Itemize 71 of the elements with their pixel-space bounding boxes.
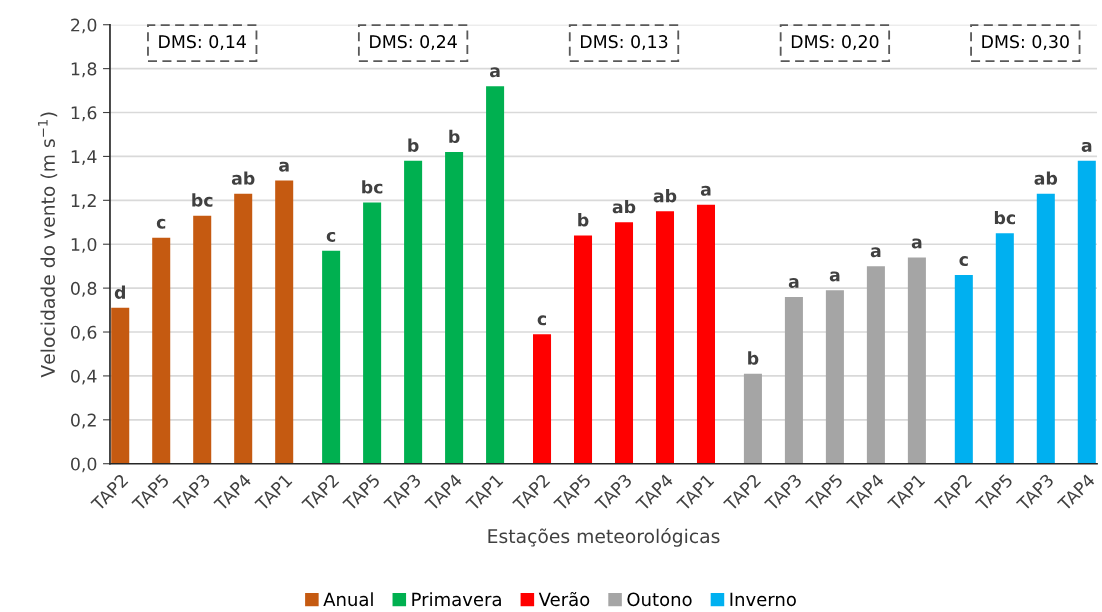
data-label: ab (1034, 171, 1058, 185)
y-axis-title: Velocidade do vento (m s$^{−1}$) (37, 112, 58, 378)
annotation: DMS: 0,20 (791, 35, 879, 50)
y-tick-label: 0,8 (71, 281, 97, 297)
x-axis-title: Estações meteorológicas (488, 527, 720, 547)
y-tick-label: 2,0 (71, 18, 97, 34)
annotation: DMS: 0,14 (159, 35, 246, 50)
data-label: a (911, 238, 922, 249)
legend-label: Anual (323, 592, 373, 607)
data-label: ab (612, 199, 636, 214)
data-label: b (578, 213, 589, 227)
data-label: b (408, 138, 419, 152)
bar (825, 290, 844, 464)
bar (486, 86, 505, 464)
bar (193, 215, 212, 464)
data-label: a (870, 247, 881, 258)
data-label: b (748, 351, 759, 365)
bar (907, 257, 926, 464)
annotation: DMS: 0,30 (982, 35, 1069, 50)
data-label: a (489, 67, 500, 78)
y-tick-label: 1,6 (71, 106, 97, 122)
bar (445, 152, 464, 464)
bar (995, 233, 1014, 464)
y-tick-label: 1,0 (71, 237, 97, 253)
data-label: a (788, 278, 799, 288)
bar (152, 237, 171, 464)
bar (866, 266, 885, 464)
data-label: c (326, 231, 336, 242)
data-label: a (1081, 141, 1092, 152)
annotation: DMS: 0,13 (581, 35, 668, 50)
y-tick-label: 0,0 (71, 457, 97, 473)
bar (533, 334, 552, 464)
y-tick-label: 0,2 (71, 413, 96, 429)
bar (954, 274, 973, 464)
bar (1077, 160, 1096, 464)
bar (784, 296, 803, 464)
bar (363, 202, 382, 464)
data-label: b (449, 129, 460, 144)
data-label: a (700, 185, 711, 196)
data-label: ab (231, 171, 255, 185)
bar (322, 250, 341, 464)
data-label: ab (653, 188, 677, 203)
bar (655, 211, 675, 464)
y-tick-label: 1,4 (71, 150, 97, 166)
data-label: bc (994, 210, 1016, 225)
legend-label: Outono (627, 592, 692, 607)
bar (614, 222, 634, 464)
bar (404, 160, 423, 464)
data-label: c (156, 218, 166, 229)
y-tick-label: 1,2 (71, 194, 96, 209)
data-label: bc (192, 193, 213, 207)
bar (696, 204, 716, 464)
legend-label: Verão (538, 591, 590, 607)
data-label: a (829, 271, 840, 282)
data-label: d (114, 285, 125, 299)
data-label: bc (362, 180, 383, 194)
bar (111, 307, 130, 464)
bar (574, 235, 593, 464)
data-label: c (959, 256, 968, 267)
annotation: DMS: 0,24 (370, 35, 457, 50)
y-tick-label: 0,6 (71, 325, 97, 341)
bar (743, 373, 762, 464)
data-label: a (279, 161, 289, 172)
bar (275, 180, 294, 464)
data-label: c (537, 315, 547, 326)
legend-label: Inverno (730, 592, 796, 607)
bar (1036, 193, 1055, 464)
bar (234, 193, 253, 464)
y-tick-label: 1,8 (71, 62, 97, 78)
legend-label: Primavera (412, 592, 501, 607)
y-tick-label: 0,4 (71, 369, 97, 385)
